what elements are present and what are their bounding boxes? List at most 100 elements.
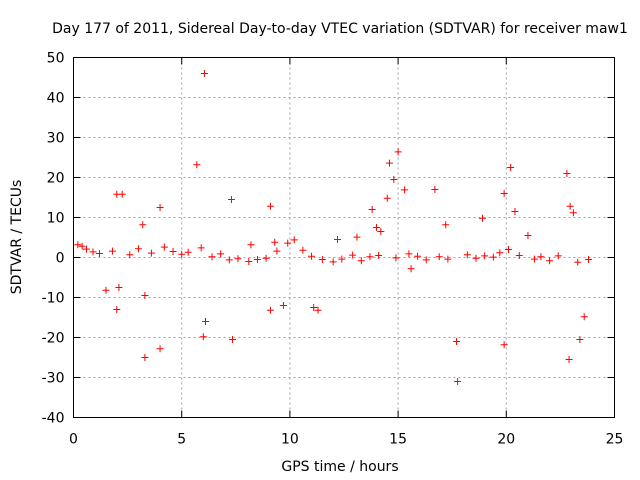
data-point xyxy=(200,70,208,77)
data-point xyxy=(394,148,402,156)
data-point xyxy=(314,306,322,314)
data-point xyxy=(290,236,298,244)
data-point xyxy=(366,253,374,261)
data-point xyxy=(349,251,357,259)
data-point xyxy=(372,224,380,231)
data-point xyxy=(262,254,270,262)
data-point xyxy=(197,244,205,252)
data-point xyxy=(113,306,121,313)
x-axis-label: GPS time / hours xyxy=(281,459,398,475)
data-point xyxy=(444,255,452,263)
x-tick-label: 5 xyxy=(177,432,186,448)
grid xyxy=(73,57,615,418)
data-point xyxy=(202,318,210,325)
data-point xyxy=(108,247,116,255)
data-point xyxy=(511,208,519,215)
data-point xyxy=(169,248,177,255)
data-point xyxy=(82,245,90,253)
data-point xyxy=(156,204,164,211)
data-point xyxy=(266,306,274,314)
data-point xyxy=(247,241,255,249)
data-point xyxy=(507,164,515,171)
data-point xyxy=(89,248,97,256)
y-tick-label: 30 xyxy=(47,131,65,147)
y-tick-label: 50 xyxy=(47,51,65,67)
data-point xyxy=(442,221,450,229)
data-point xyxy=(334,236,342,243)
data-point xyxy=(422,256,430,264)
data-point xyxy=(385,159,393,167)
x-tick-label: 10 xyxy=(281,432,299,448)
data-point xyxy=(115,284,123,291)
x-tick-label: 20 xyxy=(497,432,515,448)
data-point xyxy=(141,292,149,299)
data-point xyxy=(524,232,532,239)
data-point xyxy=(199,333,207,341)
data-point xyxy=(390,176,398,183)
data-point xyxy=(563,170,571,177)
data-points xyxy=(74,70,593,385)
data-point xyxy=(554,252,562,260)
data-point xyxy=(481,252,489,260)
data-point xyxy=(546,257,554,265)
y-tick-label: 10 xyxy=(47,211,65,227)
y-tick-label: 40 xyxy=(47,91,65,107)
data-point xyxy=(74,241,82,249)
data-point xyxy=(95,250,103,257)
data-point xyxy=(377,228,385,235)
data-point xyxy=(537,253,545,261)
data-point xyxy=(566,202,574,210)
data-point xyxy=(208,253,216,261)
data-point xyxy=(184,248,192,256)
data-point xyxy=(156,345,164,353)
data-point xyxy=(431,186,439,193)
data-point xyxy=(453,338,461,345)
data-point xyxy=(310,304,318,311)
axis-ticks: -40 -30 -20 -10 0 10 20 30 40 50 0 5 10 15 20 25 xyxy=(42,51,624,448)
data-point xyxy=(368,206,376,213)
data-point xyxy=(126,251,134,259)
data-point xyxy=(357,257,365,265)
data-point xyxy=(329,258,337,266)
plot-frame xyxy=(73,57,615,418)
data-point xyxy=(308,252,316,260)
data-point xyxy=(160,243,168,251)
data-point xyxy=(253,256,261,263)
x-tick-label: 0 xyxy=(69,432,78,448)
data-point xyxy=(338,255,346,263)
data-point xyxy=(392,254,400,262)
data-point xyxy=(118,190,126,198)
data-point xyxy=(299,246,307,254)
data-point xyxy=(353,233,361,241)
data-point xyxy=(134,245,142,253)
data-point xyxy=(407,265,415,273)
data-point xyxy=(414,252,422,260)
data-point xyxy=(284,239,292,247)
y-tick-label: -40 xyxy=(42,411,65,427)
data-point xyxy=(463,251,471,259)
data-point xyxy=(225,256,233,264)
data-point xyxy=(504,246,512,253)
data-point xyxy=(229,336,237,343)
y-tick-label: 0 xyxy=(56,251,65,267)
data-point xyxy=(271,238,279,246)
data-point xyxy=(78,242,86,250)
y-tick-label: -30 xyxy=(42,371,65,387)
data-point xyxy=(405,250,413,258)
data-point xyxy=(217,250,225,258)
chart-title: Day 177 of 2011, Sidereal Day-to-day VTE… xyxy=(52,21,628,37)
data-point xyxy=(500,190,508,197)
data-point xyxy=(565,356,573,363)
data-point xyxy=(147,249,155,257)
data-point xyxy=(574,258,582,266)
data-point xyxy=(585,256,593,263)
data-point xyxy=(580,313,588,321)
x-tick-label: 15 xyxy=(389,432,407,448)
data-point xyxy=(454,378,462,385)
data-point xyxy=(500,341,508,349)
data-point xyxy=(496,249,504,257)
data-point xyxy=(227,196,235,203)
y-axis-label: SDTVAR / TECUs xyxy=(9,180,25,295)
y-tick-label: 20 xyxy=(47,171,65,187)
